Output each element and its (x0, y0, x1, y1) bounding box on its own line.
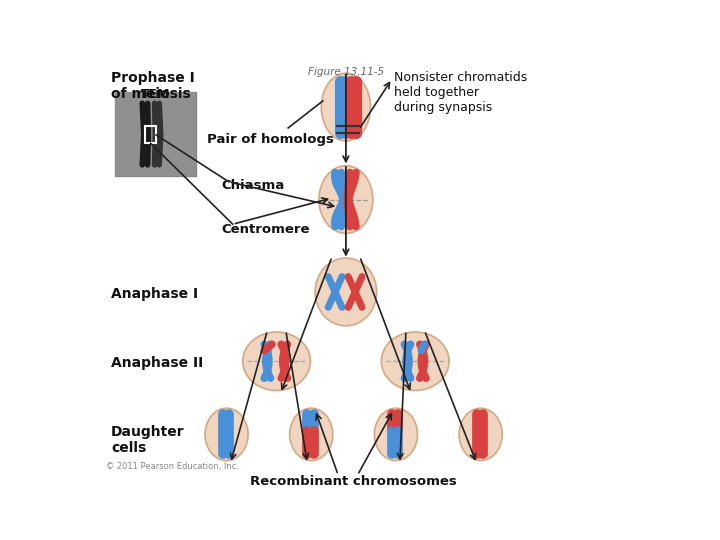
Text: Figure 13.11-5: Figure 13.11-5 (308, 67, 384, 77)
Text: Prophase I
of meiosis: Prophase I of meiosis (111, 71, 195, 101)
Ellipse shape (321, 73, 371, 141)
Ellipse shape (319, 166, 373, 233)
Text: Anaphase I: Anaphase I (111, 287, 198, 301)
Text: © 2011 Pearson Education, Inc.: © 2011 Pearson Education, Inc. (106, 462, 238, 471)
Ellipse shape (374, 408, 418, 461)
Text: Anaphase II: Anaphase II (111, 356, 203, 370)
Text: TEM: TEM (140, 88, 170, 101)
Ellipse shape (382, 332, 449, 390)
Text: Daughter
cells: Daughter cells (111, 425, 184, 455)
Bar (115, 92, 196, 177)
Text: Nonsister chromatids
held together
during synapsis: Nonsister chromatids held together durin… (394, 71, 527, 114)
Ellipse shape (459, 408, 503, 461)
Ellipse shape (289, 408, 333, 461)
Text: Recombinant chromosomes: Recombinant chromosomes (251, 475, 457, 488)
Bar (115, 92, 196, 177)
Bar (145, 126, 156, 143)
Ellipse shape (315, 258, 377, 326)
Text: Centromere: Centromere (221, 222, 310, 235)
Text: Chiasma: Chiasma (221, 179, 284, 192)
Ellipse shape (205, 408, 248, 461)
Ellipse shape (243, 332, 310, 390)
Text: Pair of homologs: Pair of homologs (207, 132, 334, 146)
